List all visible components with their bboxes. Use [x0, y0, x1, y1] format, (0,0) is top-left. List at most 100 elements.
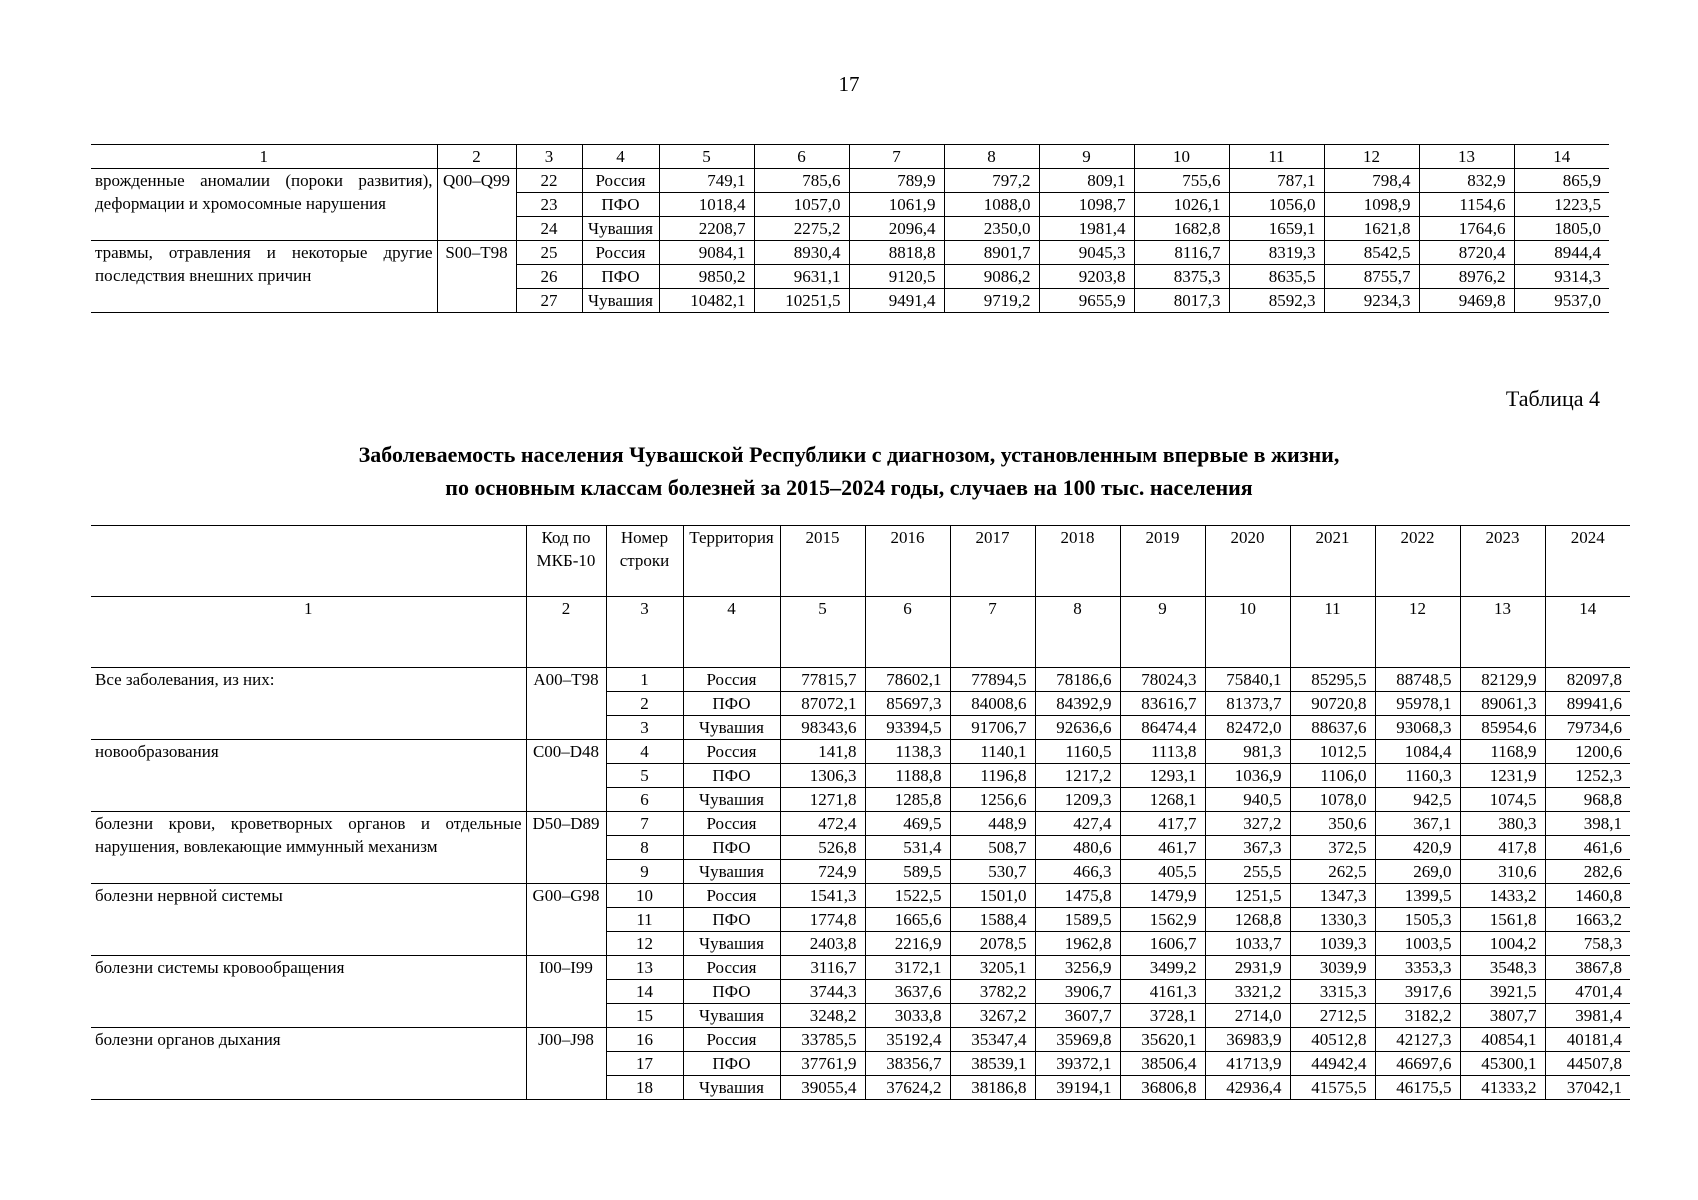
value-cell: 2078,5 — [949, 931, 1036, 956]
value-cell: 42127,3 — [1374, 1027, 1461, 1052]
column-number: 8 — [943, 144, 1040, 169]
value-cell: 789,9 — [848, 168, 945, 193]
value-cell: 1589,5 — [1034, 907, 1121, 932]
column-number: 14 — [1513, 144, 1609, 169]
value-cell: 2350,0 — [943, 216, 1040, 241]
icd-code: J00–J98 — [525, 1027, 607, 1100]
value-cell: 398,1 — [1544, 811, 1630, 836]
territory: ПФО — [682, 907, 781, 932]
value-cell: 749,1 — [658, 168, 755, 193]
value-cell: 469,5 — [864, 811, 951, 836]
value-cell: 968,8 — [1544, 787, 1630, 812]
territory: ПФО — [581, 192, 660, 217]
value-cell: 526,8 — [779, 835, 866, 860]
value-cell: 9045,3 — [1038, 240, 1135, 265]
header-cell: 2018 — [1034, 525, 1121, 597]
value-cell: 9314,3 — [1513, 264, 1609, 289]
value-cell: 9631,1 — [753, 264, 850, 289]
row-number: 6 — [606, 787, 684, 812]
value-cell: 1764,6 — [1418, 216, 1515, 241]
icd-code: S00–T98 — [436, 240, 517, 313]
value-cell: 9234,3 — [1323, 288, 1420, 313]
value-cell: 282,6 — [1544, 859, 1630, 884]
value-cell: 461,7 — [1119, 835, 1206, 860]
value-cell: 1003,5 — [1374, 931, 1461, 956]
value-cell: 3321,2 — [1204, 979, 1291, 1004]
value-cell: 1501,0 — [949, 883, 1036, 908]
row-label: врожденные аномалии (пороки развития), д… — [91, 168, 438, 241]
value-cell: 35192,4 — [864, 1027, 951, 1052]
row-label: болезни системы кровообращения — [91, 955, 527, 1028]
value-cell: 86474,4 — [1119, 715, 1206, 740]
value-cell: 1665,6 — [864, 907, 951, 932]
value-cell: 480,6 — [1034, 835, 1121, 860]
value-cell: 4161,3 — [1119, 979, 1206, 1004]
value-cell: 89061,3 — [1459, 691, 1546, 716]
value-cell: 367,1 — [1374, 811, 1461, 836]
row-number: 11 — [606, 907, 684, 932]
value-cell: 8319,3 — [1228, 240, 1325, 265]
icd-code: C00–D48 — [525, 739, 607, 812]
value-cell: 1460,8 — [1544, 883, 1630, 908]
value-cell: 1074,5 — [1459, 787, 1546, 812]
value-cell: 84008,6 — [949, 691, 1036, 716]
value-cell: 1106,0 — [1289, 763, 1376, 788]
value-cell: 1084,4 — [1374, 739, 1461, 764]
value-cell: 1004,2 — [1459, 931, 1546, 956]
data-row: болезни крови, кроветворных органов и от… — [91, 811, 1630, 884]
column-number: 5 — [658, 144, 755, 169]
value-cell: 77894,5 — [949, 667, 1036, 692]
value-cell: 1271,8 — [779, 787, 866, 812]
table-caption: Таблица 4 — [1505, 386, 1600, 411]
row-number: 1 — [605, 667, 684, 692]
data-row: болезни нервной системы G00–G98 10 Россия 15… — [91, 883, 1630, 956]
row-number: 13 — [605, 955, 684, 980]
value-cell: 1659,1 — [1228, 216, 1325, 241]
value-cell: 1168,9 — [1459, 739, 1546, 764]
header-cell: 2020 — [1204, 525, 1291, 597]
value-cell: 758,3 — [1544, 931, 1630, 956]
value-cell: 448,9 — [949, 811, 1036, 836]
value-cell: 9719,2 — [943, 288, 1040, 313]
value-cell: 85295,5 — [1289, 667, 1376, 692]
value-cell: 3782,2 — [949, 979, 1036, 1004]
value-cell: 8720,4 — [1418, 240, 1515, 265]
header-cell: Номер строки — [605, 525, 684, 597]
value-cell: 8818,8 — [848, 240, 945, 265]
value-cell: 940,5 — [1204, 787, 1291, 812]
data-row: болезни системы кровообращения I00–I99 13 Р… — [91, 955, 1630, 1028]
row-number: 2 — [606, 691, 684, 716]
value-cell: 93068,3 — [1374, 715, 1461, 740]
row-number: 27 — [516, 288, 583, 313]
row-label: болезни нервной системы — [91, 883, 527, 956]
value-cell: 3607,7 — [1034, 1003, 1121, 1028]
value-cell: 82129,9 — [1459, 667, 1546, 692]
column-number: 1 — [91, 144, 438, 169]
value-cell: 36983,9 — [1204, 1027, 1291, 1052]
row-number: 17 — [606, 1051, 684, 1076]
value-cell: 1268,1 — [1119, 787, 1206, 812]
value-cell: 367,3 — [1204, 835, 1291, 860]
row-number: 24 — [516, 216, 583, 241]
row-number: 8 — [606, 835, 684, 860]
column-number-row: 1 2 3 4 5 6 7 8 9 10 11 12 13 14 — [91, 596, 1630, 668]
value-cell: 95978,1 — [1374, 691, 1461, 716]
value-cell: 1140,1 — [949, 739, 1036, 764]
column-number: 10 — [1204, 596, 1291, 668]
value-cell: 981,3 — [1204, 739, 1291, 764]
value-cell: 1223,5 — [1513, 192, 1609, 217]
value-cell: 87072,1 — [779, 691, 866, 716]
value-cell: 1522,5 — [864, 883, 951, 908]
value-cell: 1160,3 — [1374, 763, 1461, 788]
value-cell: 1399,5 — [1374, 883, 1461, 908]
value-cell: 787,1 — [1228, 168, 1325, 193]
data-row: болезни органов дыхания J00–J98 16 Россия 33… — [91, 1027, 1630, 1100]
value-cell: 9469,8 — [1418, 288, 1515, 313]
value-cell: 255,5 — [1204, 859, 1291, 884]
value-cell: 1330,3 — [1289, 907, 1376, 932]
value-cell: 90720,8 — [1289, 691, 1376, 716]
value-cell: 82472,0 — [1204, 715, 1291, 740]
header-cell: 2017 — [949, 525, 1036, 597]
value-cell: 1588,4 — [949, 907, 1036, 932]
